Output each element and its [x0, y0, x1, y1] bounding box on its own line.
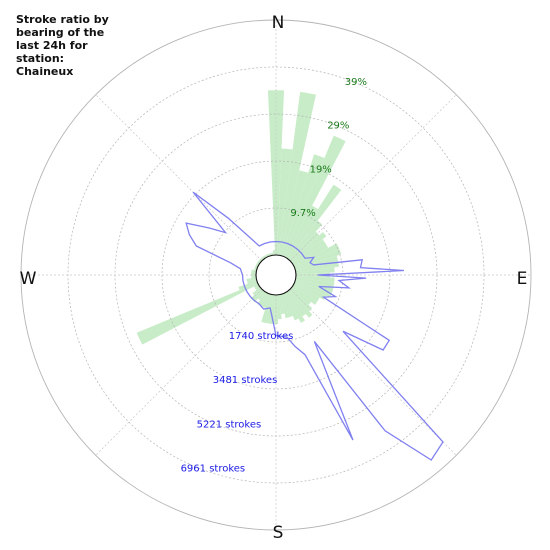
ratio-bar: [280, 294, 290, 319]
grid-spoke: [289, 94, 457, 262]
ratio-bar: [282, 154, 325, 257]
count-ring-label: 3481 strokes: [213, 375, 278, 386]
ratio-bar: [253, 284, 260, 289]
ratio-bars: [136, 90, 346, 345]
ratio-bar: [252, 287, 262, 296]
ratio-bar: [278, 294, 285, 315]
ratio-bar: [251, 273, 257, 277]
compass-west-label: W: [20, 269, 37, 289]
ratio-bar: [291, 285, 318, 305]
count-ring-label: 5221 strokes: [197, 419, 262, 430]
ratio-bar: [251, 269, 257, 273]
ratio-bar: [295, 275, 335, 283]
ratio-bar: [252, 289, 264, 303]
compass-north-label: N: [272, 13, 285, 33]
grid-ring: [208, 207, 344, 343]
center-hole: [255, 254, 297, 296]
ratio-bar: [293, 243, 340, 268]
ratio-bar: [292, 284, 320, 302]
ratio-bar: [260, 292, 269, 307]
count-ring-label: 1740 strokes: [229, 331, 294, 342]
ratio-bar: [246, 277, 257, 282]
title-line: bearing of the: [16, 26, 105, 39]
stroke-count-line: [185, 191, 444, 461]
count-ring-label: 6961 strokes: [181, 463, 246, 474]
ratio-bar: [255, 285, 261, 291]
compass-south-label: S: [273, 523, 284, 543]
ring-labels: 9.7% 19% 29% 39% 1740 strokes 3481 strokes 522…: [181, 77, 367, 474]
ratio-ring-label: 29%: [327, 121, 349, 132]
ratio-bar: [289, 288, 313, 312]
ratio-bar: [273, 294, 279, 325]
ratio-bar: [238, 281, 258, 291]
ratio-bar: [247, 279, 257, 284]
ratio-bar: [293, 282, 326, 300]
ratio-bar: [295, 267, 335, 275]
outer-ring: [20, 19, 532, 531]
ratio-bar: [295, 277, 335, 288]
ratio-bar: [292, 243, 329, 266]
ratio-bar: [282, 293, 293, 318]
ratio-bar: [267, 90, 285, 256]
chart-title: Stroke ratio by bearing of the last 24h …: [16, 13, 126, 78]
ratio-bar: [257, 291, 267, 306]
ratio-bar: [286, 184, 342, 260]
ratio-bar: [290, 232, 327, 263]
ratio-bar: [276, 148, 293, 256]
ratio-bar: [288, 289, 313, 318]
ratio-ring-label: 9.7%: [290, 208, 315, 219]
ratio-bar: [291, 239, 326, 265]
ratio-bar: [294, 248, 342, 269]
ratio-bar: [251, 275, 257, 279]
ratio-bar: [257, 290, 266, 301]
ratio-bar: [285, 205, 318, 259]
ratio-bar: [262, 293, 270, 308]
ratio-bar: [290, 287, 312, 305]
ratio-ring-label: 39%: [345, 77, 367, 88]
title-line: Chaineux: [16, 65, 74, 78]
compass-east-label: E: [517, 269, 528, 289]
ratio-bar: [251, 271, 257, 275]
ratio-bar: [283, 135, 346, 258]
ratio-bar: [280, 170, 309, 256]
ratio-bar: [269, 294, 276, 325]
ratio-bar: [136, 282, 259, 345]
grid-spoke: [289, 288, 457, 456]
polar-grid: [20, 19, 532, 531]
grid-spoke: [95, 288, 263, 456]
ratio-bar: [272, 250, 276, 256]
ratio-bar: [285, 291, 305, 323]
grid-spoke: [95, 94, 263, 262]
ratio-bar: [294, 281, 333, 298]
title-line: station:: [16, 52, 65, 65]
ratio-bar: [286, 290, 306, 317]
ratio-bar: [283, 292, 299, 321]
title-line: last 24h for: [16, 39, 88, 52]
ratio-bar: [250, 288, 263, 301]
ratio-bar: [288, 220, 323, 261]
ratio-ring-label: 19%: [310, 164, 332, 175]
ratio-bar: [276, 294, 282, 320]
title-line: Stroke ratio by: [16, 13, 109, 26]
ratio-bar: [295, 255, 339, 271]
ratio-bar: [265, 294, 274, 324]
ratio-bar: [278, 91, 316, 256]
